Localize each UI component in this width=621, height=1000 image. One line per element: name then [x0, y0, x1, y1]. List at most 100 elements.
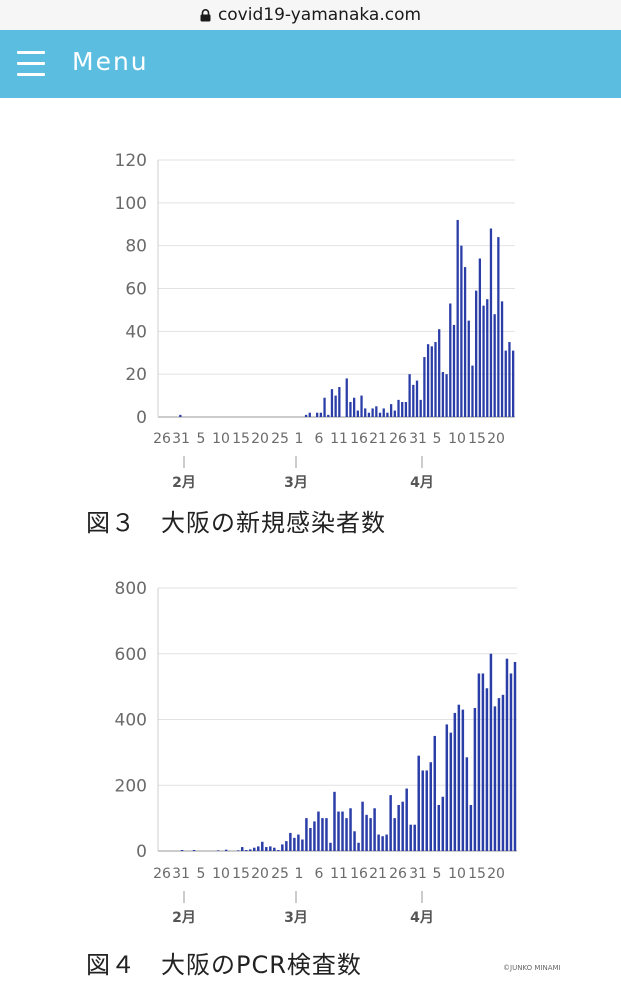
y-tick-label: 0: [136, 842, 147, 862]
bar: [397, 399, 400, 417]
bar: [371, 408, 374, 417]
bar: [253, 847, 256, 851]
x-tick-label: 31: [172, 866, 190, 882]
bar: [512, 350, 515, 417]
bar: [423, 357, 426, 417]
month-label: 4月: [410, 910, 434, 926]
bar: [334, 395, 337, 417]
bar: [493, 314, 496, 417]
bar: [456, 219, 459, 417]
bar: [469, 804, 473, 851]
bar: [273, 847, 276, 851]
x-tick-label: 15: [232, 866, 250, 882]
bar: [352, 397, 356, 417]
chart-new-cases: 0 20 40 60 80 100 120 26 31 5 10 15 20 25 1 6 11 16 21 26 31…: [0, 140, 621, 500]
x-tick-label: 15: [468, 431, 486, 447]
bar: [452, 324, 456, 417]
bar: [361, 801, 364, 851]
bar: [471, 365, 474, 417]
y-tick-label: 20: [125, 365, 147, 385]
bar: [269, 846, 272, 851]
chart-pcr-tests: 0 200 400 600 800 26 31 5 10 15 20 25 1 6 11 16 21 26 31 5 1…: [0, 570, 621, 930]
bar: [330, 389, 334, 417]
bar: [240, 847, 244, 851]
bar: [509, 673, 513, 851]
x-tick-label: 1: [295, 866, 304, 882]
bar: [289, 832, 292, 851]
bar: [319, 412, 323, 417]
bar: [356, 410, 359, 417]
x-tick-label: 5: [197, 866, 206, 882]
x-tick-label: 6: [315, 866, 324, 882]
bar: [367, 412, 371, 417]
x-tick-label: 26: [389, 866, 407, 882]
bar: [401, 801, 404, 851]
x-tick-label: 26: [153, 866, 171, 882]
bar: [413, 824, 416, 851]
bar: [305, 818, 308, 851]
bar: [369, 818, 372, 851]
bar: [421, 770, 424, 851]
x-tick-label: 1: [295, 431, 304, 447]
bar: [460, 245, 463, 417]
bar: [316, 412, 319, 417]
bar: [473, 707, 477, 851]
bar: [345, 378, 348, 417]
x-tick-label: 21: [369, 866, 387, 882]
bar: [341, 811, 344, 851]
y-tick-label: 600: [115, 645, 147, 665]
hamburger-menu-icon[interactable]: [17, 51, 45, 77]
caption-figure-3: 図３ 大阪の新規感染者数: [86, 509, 386, 537]
bar: [404, 402, 408, 417]
bar: [301, 839, 304, 851]
bar: [429, 762, 433, 851]
url-text: covid19-yamanaka.com: [217, 5, 422, 25]
menu-button[interactable]: Menu: [72, 47, 149, 76]
bar: [409, 824, 412, 851]
bar: [313, 821, 316, 851]
bar: [425, 770, 428, 851]
bar: [489, 228, 493, 417]
bar: [317, 811, 320, 851]
x-tick-label: 10: [212, 431, 230, 447]
bar: [408, 374, 411, 417]
x-tick-label: 25: [271, 431, 289, 447]
x-tick-label: 11: [330, 866, 348, 882]
bar: [285, 841, 288, 851]
bar: [349, 808, 352, 851]
bar: [297, 834, 300, 851]
bar: [389, 404, 393, 417]
bar: [449, 732, 453, 851]
bar: [378, 412, 382, 417]
x-tick-label: 20: [251, 866, 269, 882]
x-tick-label: 5: [433, 431, 442, 447]
bar: [323, 397, 326, 417]
x-tick-label: 10: [448, 431, 466, 447]
x-tick-label: 10: [212, 866, 230, 882]
bar: [430, 346, 433, 417]
bar: [224, 849, 228, 851]
bar: [434, 342, 437, 417]
y-tick-label: 40: [125, 322, 147, 342]
x-tick-label: 16: [350, 431, 368, 447]
x-tick-label: 26: [389, 431, 407, 447]
bar: [364, 408, 367, 417]
bar: [438, 329, 441, 417]
bar: [321, 818, 324, 851]
bar: [433, 735, 437, 851]
x-tick-label: 15: [468, 866, 486, 882]
address-bar[interactable]: covid19-yamanaka.com: [0, 0, 621, 30]
bar: [309, 827, 312, 851]
y-tick-label: 80: [125, 237, 147, 257]
bar: [485, 688, 489, 851]
x-tick-label: 16: [350, 866, 368, 882]
bar: [244, 850, 248, 851]
bar: [329, 842, 332, 851]
bar: [393, 818, 396, 851]
bar: [261, 841, 264, 851]
bar: [482, 305, 485, 417]
bar: [405, 788, 408, 851]
bar: [426, 344, 430, 417]
bar: [249, 849, 252, 851]
